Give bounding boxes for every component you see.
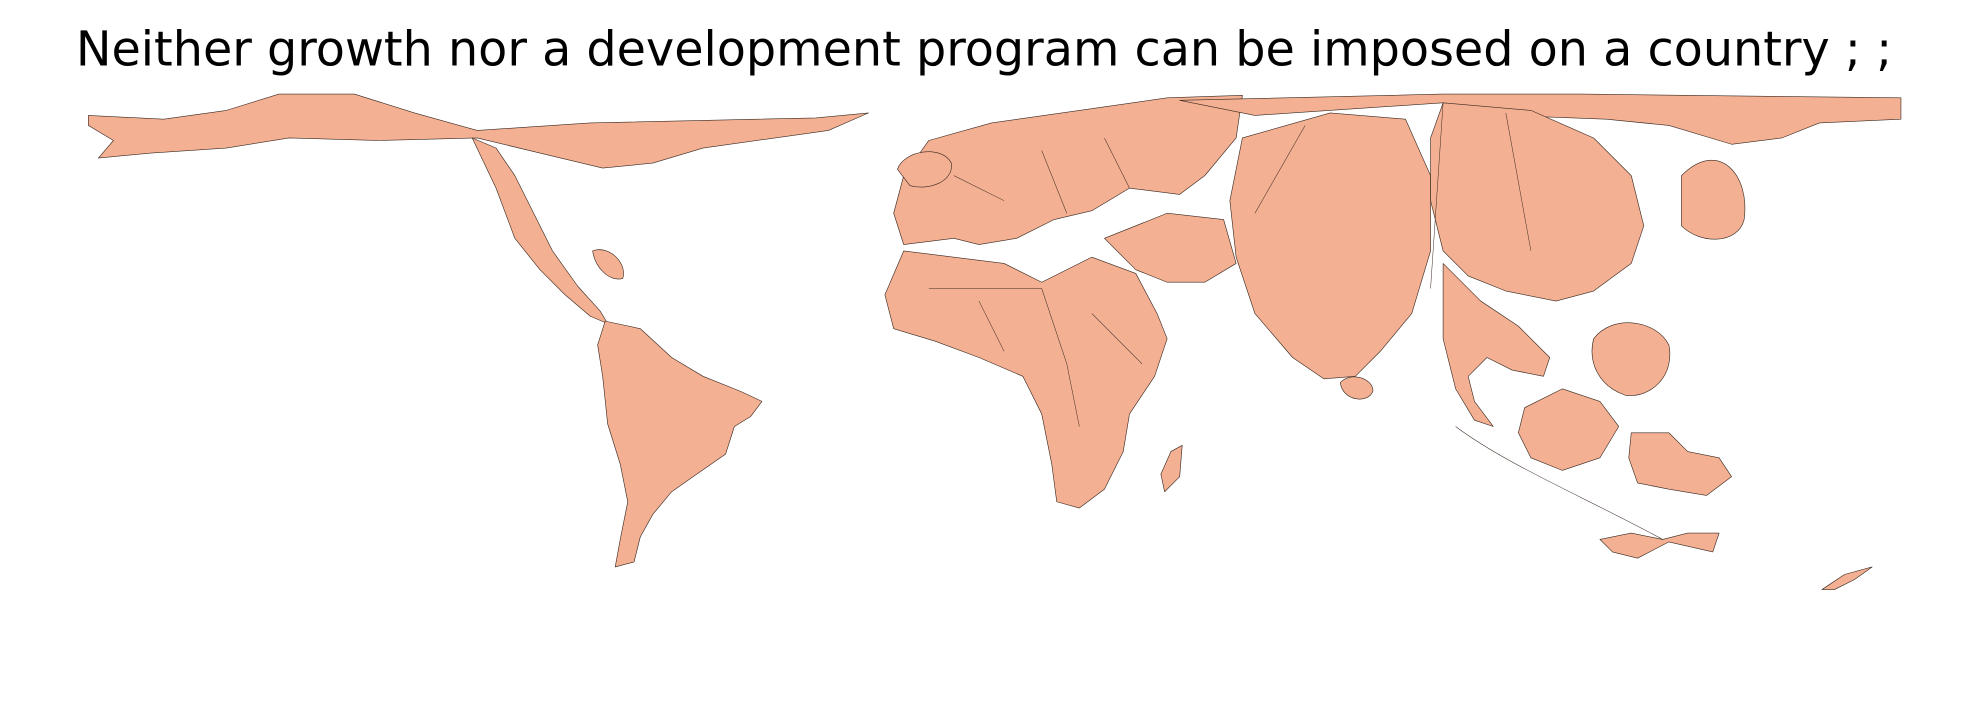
central-america xyxy=(471,137,608,324)
middle-east xyxy=(1104,212,1237,283)
china xyxy=(1430,102,1645,302)
southeast-arc xyxy=(1455,426,1663,540)
philippines xyxy=(1591,322,1671,396)
indonesia xyxy=(1518,388,1620,471)
southeast-asia xyxy=(1442,263,1551,427)
africa xyxy=(884,250,1168,509)
uk xyxy=(897,151,952,188)
north-america xyxy=(88,93,869,169)
new-zealand xyxy=(1821,566,1873,590)
sri-lanka xyxy=(1339,376,1374,400)
cartogram xyxy=(88,93,1902,590)
europe xyxy=(893,95,1243,245)
new-guinea xyxy=(1628,432,1732,496)
borders xyxy=(928,102,1532,427)
caribbean xyxy=(592,249,624,280)
madagascar xyxy=(1160,444,1183,493)
map-title: Neither growth nor a development program… xyxy=(76,23,1892,78)
south-america xyxy=(597,320,763,568)
japan xyxy=(1681,159,1746,240)
australia xyxy=(1599,532,1720,559)
india xyxy=(1229,112,1431,380)
